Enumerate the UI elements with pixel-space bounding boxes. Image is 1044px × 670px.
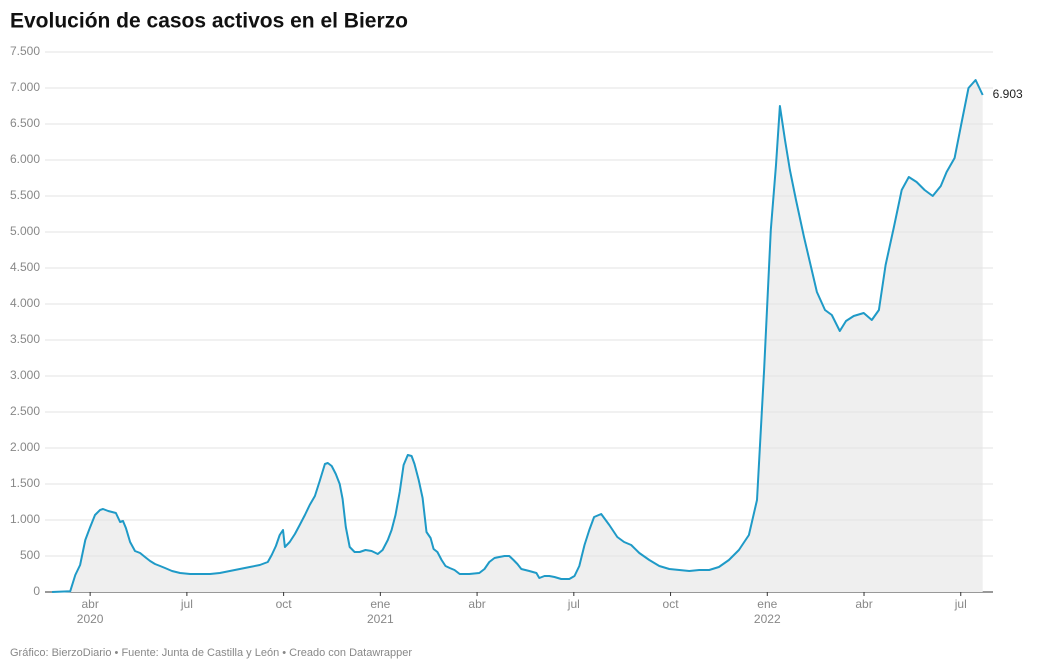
y-tick-label: 5.000	[10, 224, 40, 238]
y-tick-label: 1.000	[10, 512, 40, 526]
x-tick-label: abr	[855, 597, 872, 611]
y-tick-label: 500	[20, 548, 40, 562]
x-tick-label: jul	[567, 597, 580, 611]
y-tick-label: 1.500	[10, 476, 40, 490]
x-tick-label: jul	[180, 597, 193, 611]
y-tick-label: 5.500	[10, 188, 40, 202]
y-tick-label: 6.000	[10, 152, 40, 166]
area	[52, 80, 983, 592]
x-tick-label: abr	[81, 597, 98, 611]
x-year-label: 2022	[754, 612, 781, 626]
x-tick-label: oct	[663, 597, 680, 611]
x-tick-label: abr	[468, 597, 485, 611]
line	[52, 79, 984, 593]
x-tick-label: oct	[276, 597, 293, 611]
y-tick-label: 0	[33, 584, 40, 598]
x-tick-label: jul	[954, 597, 967, 611]
x-year-label: 2020	[77, 612, 104, 626]
y-tick-label: 2.000	[10, 440, 40, 454]
y-tick-label: 2.500	[10, 404, 40, 418]
y-tick-label: 3.000	[10, 368, 40, 382]
x-tick-label: ene	[370, 597, 390, 611]
y-tick-label: 4.500	[10, 260, 40, 274]
end-label: 6.903	[993, 87, 1023, 101]
x-year-label: 2021	[367, 612, 394, 626]
y-tick-label: 4.000	[10, 296, 40, 310]
y-tick-label: 7.000	[10, 80, 40, 94]
y-tick-label: 6.500	[10, 116, 40, 130]
x-tick-label: ene	[757, 597, 777, 611]
y-tick-label: 7.500	[10, 44, 40, 58]
chart-title: Evolución de casos activos en el Bierzo	[10, 10, 408, 33]
chart-footer: Gráfico: BierzoDiario • Fuente: Junta de…	[10, 647, 412, 659]
y-tick-label: 3.500	[10, 332, 40, 346]
